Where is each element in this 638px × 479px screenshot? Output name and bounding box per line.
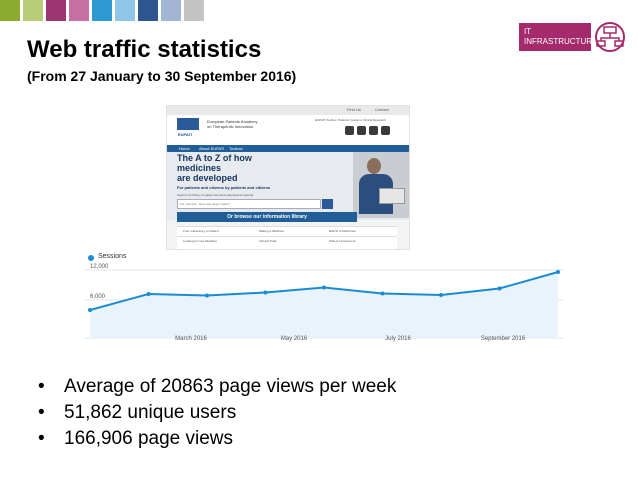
table-divider — [177, 236, 397, 237]
x-tick-label: March 2016 — [175, 336, 207, 342]
site-org-name: European Patients Academy on Therapeutic… — [207, 119, 257, 129]
table-cell: Patient Involvement — [329, 239, 356, 243]
facebook-icon — [357, 126, 366, 135]
table-cell: Looking for new Medicine — [183, 239, 218, 243]
data-point — [88, 308, 92, 312]
site-topic-table: From Laboratory to Patient Making a Medi… — [177, 226, 397, 249]
eupati-logo-label: EUPATI — [178, 132, 193, 137]
site-headline: The A to Z of how medicines are develope… — [177, 153, 252, 183]
slide-title: Web traffic statistics — [27, 36, 262, 63]
website-screenshot: Find Us Contact EUPATI European Patients… — [166, 105, 410, 250]
linkedin-icon — [369, 126, 378, 135]
bullet-icon: • — [38, 376, 45, 397]
slide-subtitle: (From 27 January to 30 September 2016) — [27, 68, 297, 84]
list-item: • 51,862 unique users — [38, 402, 396, 428]
strip-block — [161, 0, 181, 21]
data-point — [263, 290, 268, 295]
site-tagline: For patients and citizens by patients an… — [177, 185, 271, 190]
logo-line-1: IT — [524, 27, 532, 36]
site-org-line: on Therapeutic Innovation — [207, 124, 254, 129]
data-point — [380, 291, 385, 296]
site-contact: EUPATI Toolbox. Patients' Guide to Clini… — [315, 118, 386, 122]
data-point — [205, 293, 209, 298]
strip-block — [184, 0, 204, 21]
laptop-icon — [379, 188, 405, 204]
list-item: • Average of 20863 page views per week — [38, 376, 396, 402]
data-point — [439, 293, 443, 297]
search-icon — [322, 199, 333, 209]
eupati-logo — [177, 118, 199, 130]
x-tick-label: July 2016 — [385, 336, 411, 342]
bullet-icon: • — [38, 428, 45, 449]
strip-block — [23, 0, 43, 21]
table-cell: Effects of Medicines — [329, 229, 356, 233]
site-search-placeholder: For example, 'How was drugs made?' — [180, 202, 230, 206]
twitter-icon — [345, 126, 354, 135]
site-search-input: For example, 'How was drugs made?' — [177, 199, 321, 209]
hero-photo — [353, 152, 409, 218]
site-nav: Home About EUPATI Toolbox — [167, 145, 409, 152]
site-headline-line: The A to Z of how — [177, 153, 252, 163]
list-item: • 166,906 page views — [38, 428, 396, 454]
bullet-icon: • — [38, 402, 45, 423]
table-divider — [177, 226, 397, 227]
table-cell: Clinical Trials — [259, 239, 277, 243]
data-point — [497, 286, 502, 291]
site-topbar-link: Find Us — [347, 107, 361, 112]
strip-block — [115, 0, 135, 21]
strip-block — [46, 0, 66, 21]
data-point — [146, 292, 151, 296]
network-icon — [595, 22, 625, 52]
logo-badge: IT INFRASTRUCTURE — [519, 23, 597, 51]
stat-text: 51,862 unique users — [64, 402, 237, 423]
site-headline-line: are developed — [177, 173, 238, 183]
strip-block — [138, 0, 158, 21]
site-nav-item: About EUPATI — [199, 146, 225, 151]
strip-block — [0, 0, 20, 21]
sessions-line-chart: 12,000 6,000 March 2016 May 2016 July 2016 Se… — [84, 264, 564, 342]
strip-block — [92, 0, 112, 21]
site-browse-button: Or browse our information library — [177, 212, 357, 222]
site-org-line: European Patients Academy — [207, 119, 258, 124]
x-tick-label: May 2016 — [281, 336, 308, 342]
stats-list: • Average of 20863 page views per week • 5… — [38, 376, 396, 454]
site-nav-item: Home — [179, 146, 190, 151]
logo-line-2: INFRASTRUCTURE — [524, 37, 598, 46]
site-headline-line: medicines — [177, 163, 222, 173]
y-tick-label: 12,000 — [90, 264, 109, 270]
googleplus-icon — [381, 126, 390, 135]
person-head — [367, 158, 381, 174]
table-cell: From Laboratory to Patient — [183, 229, 219, 233]
site-topbar-link: Contact — [375, 107, 389, 112]
stat-text: Average of 20863 page views per week — [64, 376, 397, 397]
it-infrastructure-logo: IT INFRASTRUCTURE — [517, 21, 631, 53]
x-tick-label: September 2016 — [481, 336, 526, 342]
color-strip — [0, 0, 207, 21]
sessions-chart: Sessions 12,000 6,000 March 2016 May 2016 Ju… — [84, 248, 564, 348]
sessions-area — [90, 272, 558, 338]
data-point — [322, 285, 326, 290]
strip-block — [69, 0, 89, 21]
stat-text: 166,906 page views — [64, 428, 234, 449]
legend-marker — [88, 255, 94, 261]
legend-label: Sessions — [98, 253, 127, 260]
table-cell: Making a Medicine — [259, 229, 285, 233]
site-search-label: Search our library of patient-focused ed… — [177, 193, 254, 197]
site-topbar: Find Us Contact — [167, 106, 409, 115]
y-tick-label: 6,000 — [90, 294, 106, 300]
site-nav-item: Toolbox — [229, 146, 243, 151]
site-header — [167, 115, 409, 145]
data-point — [556, 270, 560, 274]
